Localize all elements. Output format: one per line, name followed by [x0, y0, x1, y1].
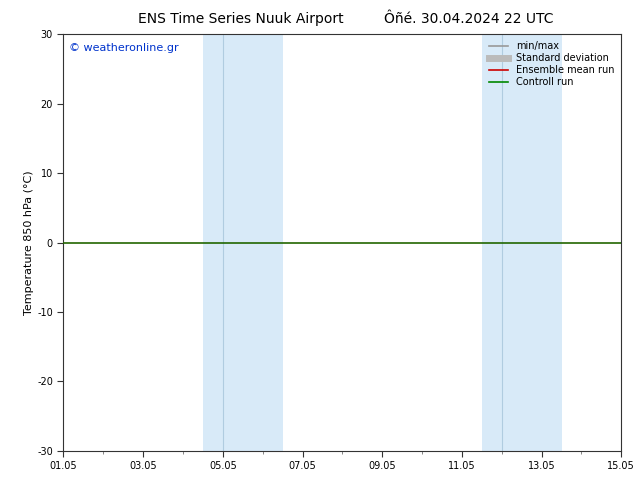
Text: Ôñé. 30.04.2024 22 UTC: Ôñé. 30.04.2024 22 UTC — [384, 12, 554, 26]
Bar — [203, 34, 283, 451]
Legend: min/max, Standard deviation, Ensemble mean run, Controll run: min/max, Standard deviation, Ensemble me… — [487, 39, 616, 89]
Y-axis label: Temperature 850 hPa (°C): Temperature 850 hPa (°C) — [24, 170, 34, 315]
Text: © weatheronline.gr: © weatheronline.gr — [69, 43, 179, 52]
Bar — [482, 34, 562, 451]
Text: ENS Time Series Nuuk Airport: ENS Time Series Nuuk Airport — [138, 12, 344, 26]
